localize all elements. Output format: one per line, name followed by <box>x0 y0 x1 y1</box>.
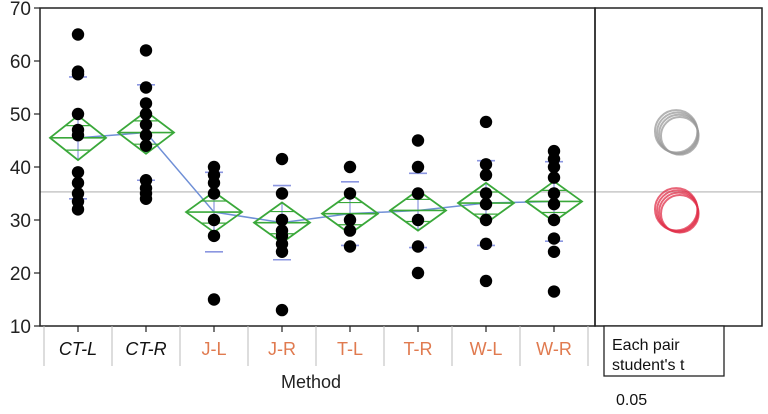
comparison-label-line1: Each pair <box>612 337 680 354</box>
category-label: CT-R <box>125 339 166 359</box>
data-point <box>207 176 221 190</box>
data-point <box>343 224 357 237</box>
data-point <box>411 213 425 227</box>
x-axis-title: Method <box>281 372 341 392</box>
data-point <box>139 44 153 57</box>
data-point <box>547 285 561 298</box>
data-point <box>207 229 221 243</box>
category-label: W-L <box>470 339 503 359</box>
y-tick-label: 60 <box>10 52 31 73</box>
main-plot-frame <box>39 7 596 327</box>
data-point <box>275 245 289 258</box>
category-label: CT-L <box>59 339 97 359</box>
data-point <box>139 139 153 152</box>
data-point <box>71 203 85 216</box>
data-point <box>275 187 289 200</box>
data-point <box>139 192 153 205</box>
data-point <box>411 187 425 200</box>
data-point <box>71 129 85 142</box>
data-point <box>411 134 425 147</box>
data-point <box>479 168 493 182</box>
category-label: J-L <box>201 339 226 359</box>
data-point <box>411 266 425 280</box>
data-point <box>547 213 561 227</box>
data-point <box>207 187 221 200</box>
comparison-panel-frame <box>594 7 763 327</box>
comparison-circle <box>660 193 700 234</box>
data-point <box>479 115 493 129</box>
category-labels: CT-L CT-R J-L J-R T-L T-R W-L W-R <box>43 326 589 366</box>
data-point <box>71 68 85 81</box>
data-point <box>71 176 85 190</box>
data-point <box>71 28 85 41</box>
data-point <box>71 107 85 121</box>
y-tick-label: 30 <box>10 211 31 232</box>
data-point <box>479 213 493 227</box>
data-point <box>547 171 561 184</box>
comparison-circles-panel: Each pair student's t 0.05 <box>603 109 725 409</box>
y-tick-label: 70 <box>10 0 31 20</box>
y-tick-label: 20 <box>10 264 31 285</box>
y-tick-label: 10 <box>10 317 31 338</box>
data-point <box>547 197 561 211</box>
data-point <box>71 166 85 179</box>
comparison-label-box <box>603 325 725 377</box>
data-point <box>275 213 289 227</box>
data-point <box>547 187 561 200</box>
data-point <box>479 187 493 200</box>
data-point <box>275 303 289 317</box>
data-point <box>207 293 221 306</box>
data-point <box>207 213 221 227</box>
data-point <box>411 240 425 253</box>
data-point <box>139 81 153 94</box>
category-label: T-R <box>404 339 433 359</box>
comparison-circle <box>660 116 700 156</box>
data-point <box>343 240 357 253</box>
data-point <box>547 160 561 174</box>
category-label: W-R <box>536 339 572 359</box>
data-point <box>139 107 153 121</box>
plot-layer <box>48 28 584 317</box>
data-point <box>479 197 493 211</box>
data-point <box>479 237 493 251</box>
data-point <box>411 160 425 174</box>
data-point <box>139 97 153 110</box>
data-point <box>547 245 561 258</box>
data-point <box>139 129 153 142</box>
comparison-alpha-label: 0.05 <box>616 392 647 409</box>
category-label: J-R <box>268 339 296 359</box>
data-point <box>547 232 561 245</box>
data-point <box>139 118 153 131</box>
data-point <box>343 160 357 174</box>
y-axis-ticks: 10 20 30 40 50 60 70 <box>10 0 555 338</box>
data-point <box>343 187 357 200</box>
category-label: T-L <box>337 339 363 359</box>
data-point <box>479 158 493 171</box>
comparison-label-line2: student's t <box>612 357 685 374</box>
y-tick-label: 50 <box>10 105 31 126</box>
data-point <box>343 213 357 227</box>
data-point <box>479 274 493 288</box>
y-tick-label: 40 <box>10 158 31 179</box>
data-point <box>275 152 289 166</box>
